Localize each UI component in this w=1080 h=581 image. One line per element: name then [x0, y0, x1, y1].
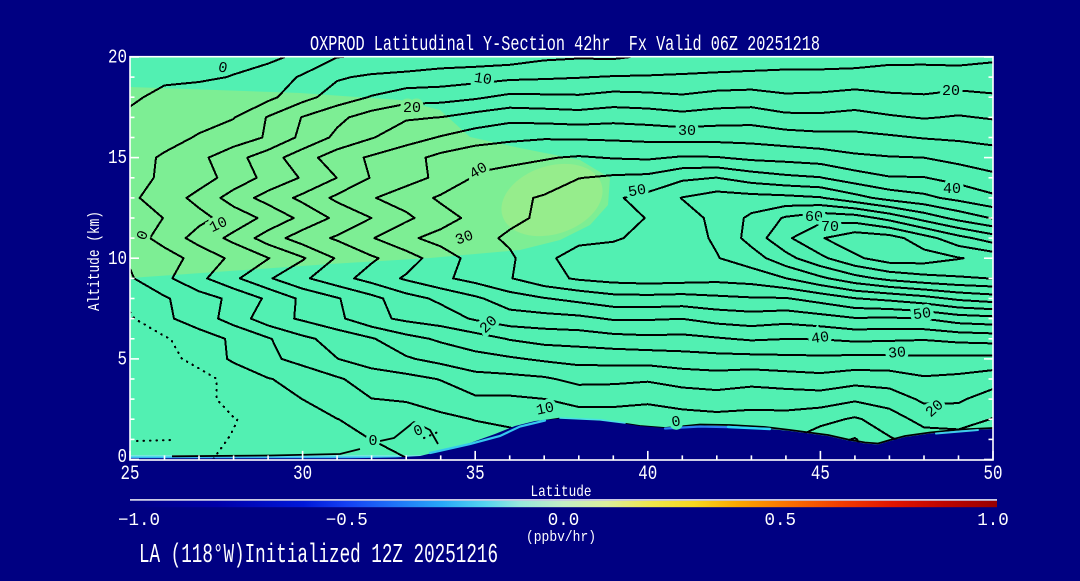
- svg-text:20: 20: [942, 83, 960, 100]
- svg-text:30: 30: [678, 123, 696, 140]
- svg-text:50: 50: [984, 463, 1003, 486]
- svg-text:LA (118°W)Initialized 12Z 2025: LA (118°W)Initialized 12Z 20251216: [139, 541, 498, 571]
- svg-text:70: 70: [821, 219, 839, 236]
- svg-text:45: 45: [811, 463, 830, 486]
- svg-text:−0.5: −0.5: [326, 511, 368, 531]
- svg-text:Latitude: Latitude: [531, 483, 592, 501]
- svg-text:0: 0: [368, 433, 377, 450]
- svg-text:0: 0: [118, 446, 128, 468]
- svg-text:20: 20: [108, 47, 127, 69]
- svg-text:40: 40: [943, 181, 961, 198]
- svg-text:25: 25: [121, 463, 140, 486]
- svg-text:10: 10: [207, 214, 231, 237]
- svg-text:40: 40: [467, 159, 491, 183]
- svg-text:20: 20: [403, 100, 421, 117]
- svg-text:Altitude (km): Altitude (km): [86, 211, 105, 311]
- svg-text:50: 50: [912, 305, 932, 324]
- svg-text:0: 0: [368, 433, 377, 450]
- svg-text:20: 20: [942, 83, 960, 100]
- svg-text:30: 30: [453, 227, 476, 249]
- svg-text:10: 10: [108, 248, 127, 270]
- svg-text:0.5: 0.5: [765, 511, 797, 531]
- svg-text:0: 0: [670, 413, 682, 431]
- svg-text:40: 40: [810, 329, 830, 348]
- svg-text:50: 50: [627, 182, 648, 202]
- svg-text:0.0: 0.0: [548, 511, 580, 531]
- svg-text:30: 30: [678, 123, 696, 140]
- svg-text:60: 60: [805, 209, 823, 226]
- svg-text:10: 10: [473, 70, 493, 89]
- svg-text:1.0: 1.0: [977, 511, 1009, 531]
- svg-text:OXPROD Latitudinal Y-Section 4: OXPROD Latitudinal Y-Section 42hr Fx Val…: [310, 34, 820, 57]
- svg-text:10: 10: [535, 399, 556, 419]
- svg-text:30: 30: [887, 344, 906, 363]
- svg-text:30: 30: [293, 463, 312, 486]
- svg-text:60: 60: [805, 209, 823, 226]
- svg-text:−1.0: −1.0: [118, 511, 160, 531]
- svg-text:35: 35: [466, 463, 485, 486]
- svg-text:70: 70: [821, 219, 839, 236]
- svg-text:(ppbv/hr): (ppbv/hr): [526, 529, 596, 546]
- svg-text:0: 0: [217, 59, 229, 78]
- svg-text:40: 40: [638, 463, 657, 486]
- svg-text:40: 40: [943, 181, 961, 198]
- svg-text:5: 5: [118, 348, 128, 370]
- svg-text:15: 15: [108, 147, 127, 169]
- svg-text:20: 20: [403, 100, 421, 117]
